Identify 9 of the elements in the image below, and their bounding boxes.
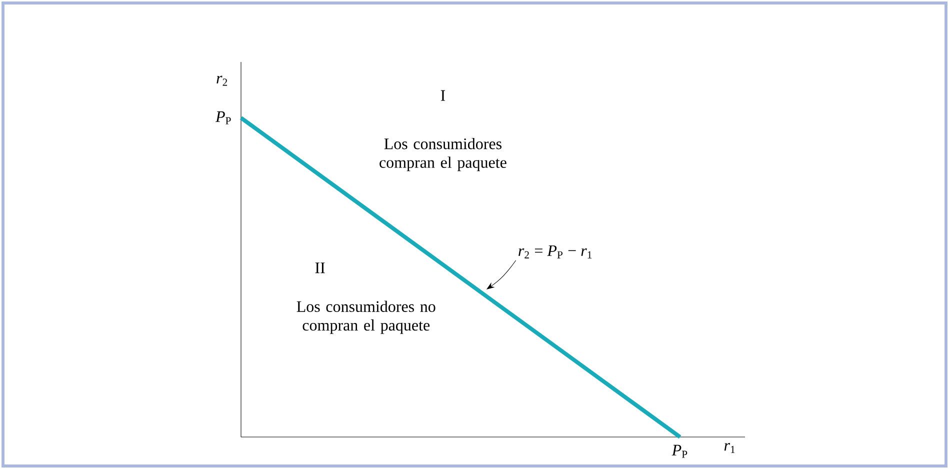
text: I: [440, 90, 446, 101]
annotation: Los consumidores compran el paquete: [380, 138, 506, 172]
x-axis-title: r$_{1}$: [724, 443, 735, 453]
y-axis-title: r$_{2}$: [216, 76, 228, 86]
text: P$_{P}$: [672, 444, 688, 458]
annotation: r$_{2}$ = P$_{P}$ − r$_{1}$: [518, 245, 592, 258]
annotation: II: [315, 262, 325, 274]
annotation: P$_{P}$: [215, 111, 231, 124]
annotation: Los consumidores no compran el paquete: [296, 300, 436, 334]
